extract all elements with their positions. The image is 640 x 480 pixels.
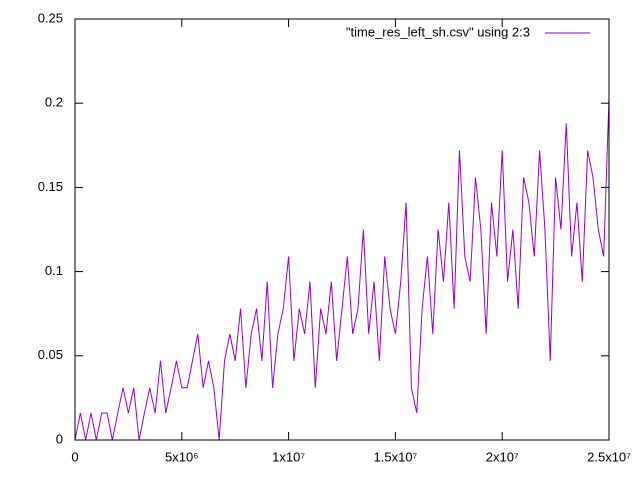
y-tick-label: 0.05 — [38, 347, 63, 362]
y-tick-label: 0.15 — [38, 179, 63, 194]
y-tick-label: 0 — [56, 431, 63, 446]
plot-border — [74, 18, 610, 441]
y-tick-label: 0.25 — [38, 10, 63, 25]
data-line — [74, 98, 610, 441]
x-tick-label: 1x10⁷ — [272, 449, 305, 464]
x-tick-label: 0 — [71, 449, 78, 464]
x-tick-label: 2.5x10⁷ — [587, 449, 631, 464]
y-tick-label: 0.2 — [45, 95, 63, 110]
x-tick-label: 2x10⁷ — [486, 449, 519, 464]
y-tick-label: 0.1 — [45, 263, 63, 278]
x-tick-label: 5x10⁶ — [165, 449, 199, 464]
x-tick-label: 1.5x10⁷ — [374, 449, 418, 464]
legend-label: "time_res_left_sh.csv" using 2:3 — [346, 24, 530, 39]
